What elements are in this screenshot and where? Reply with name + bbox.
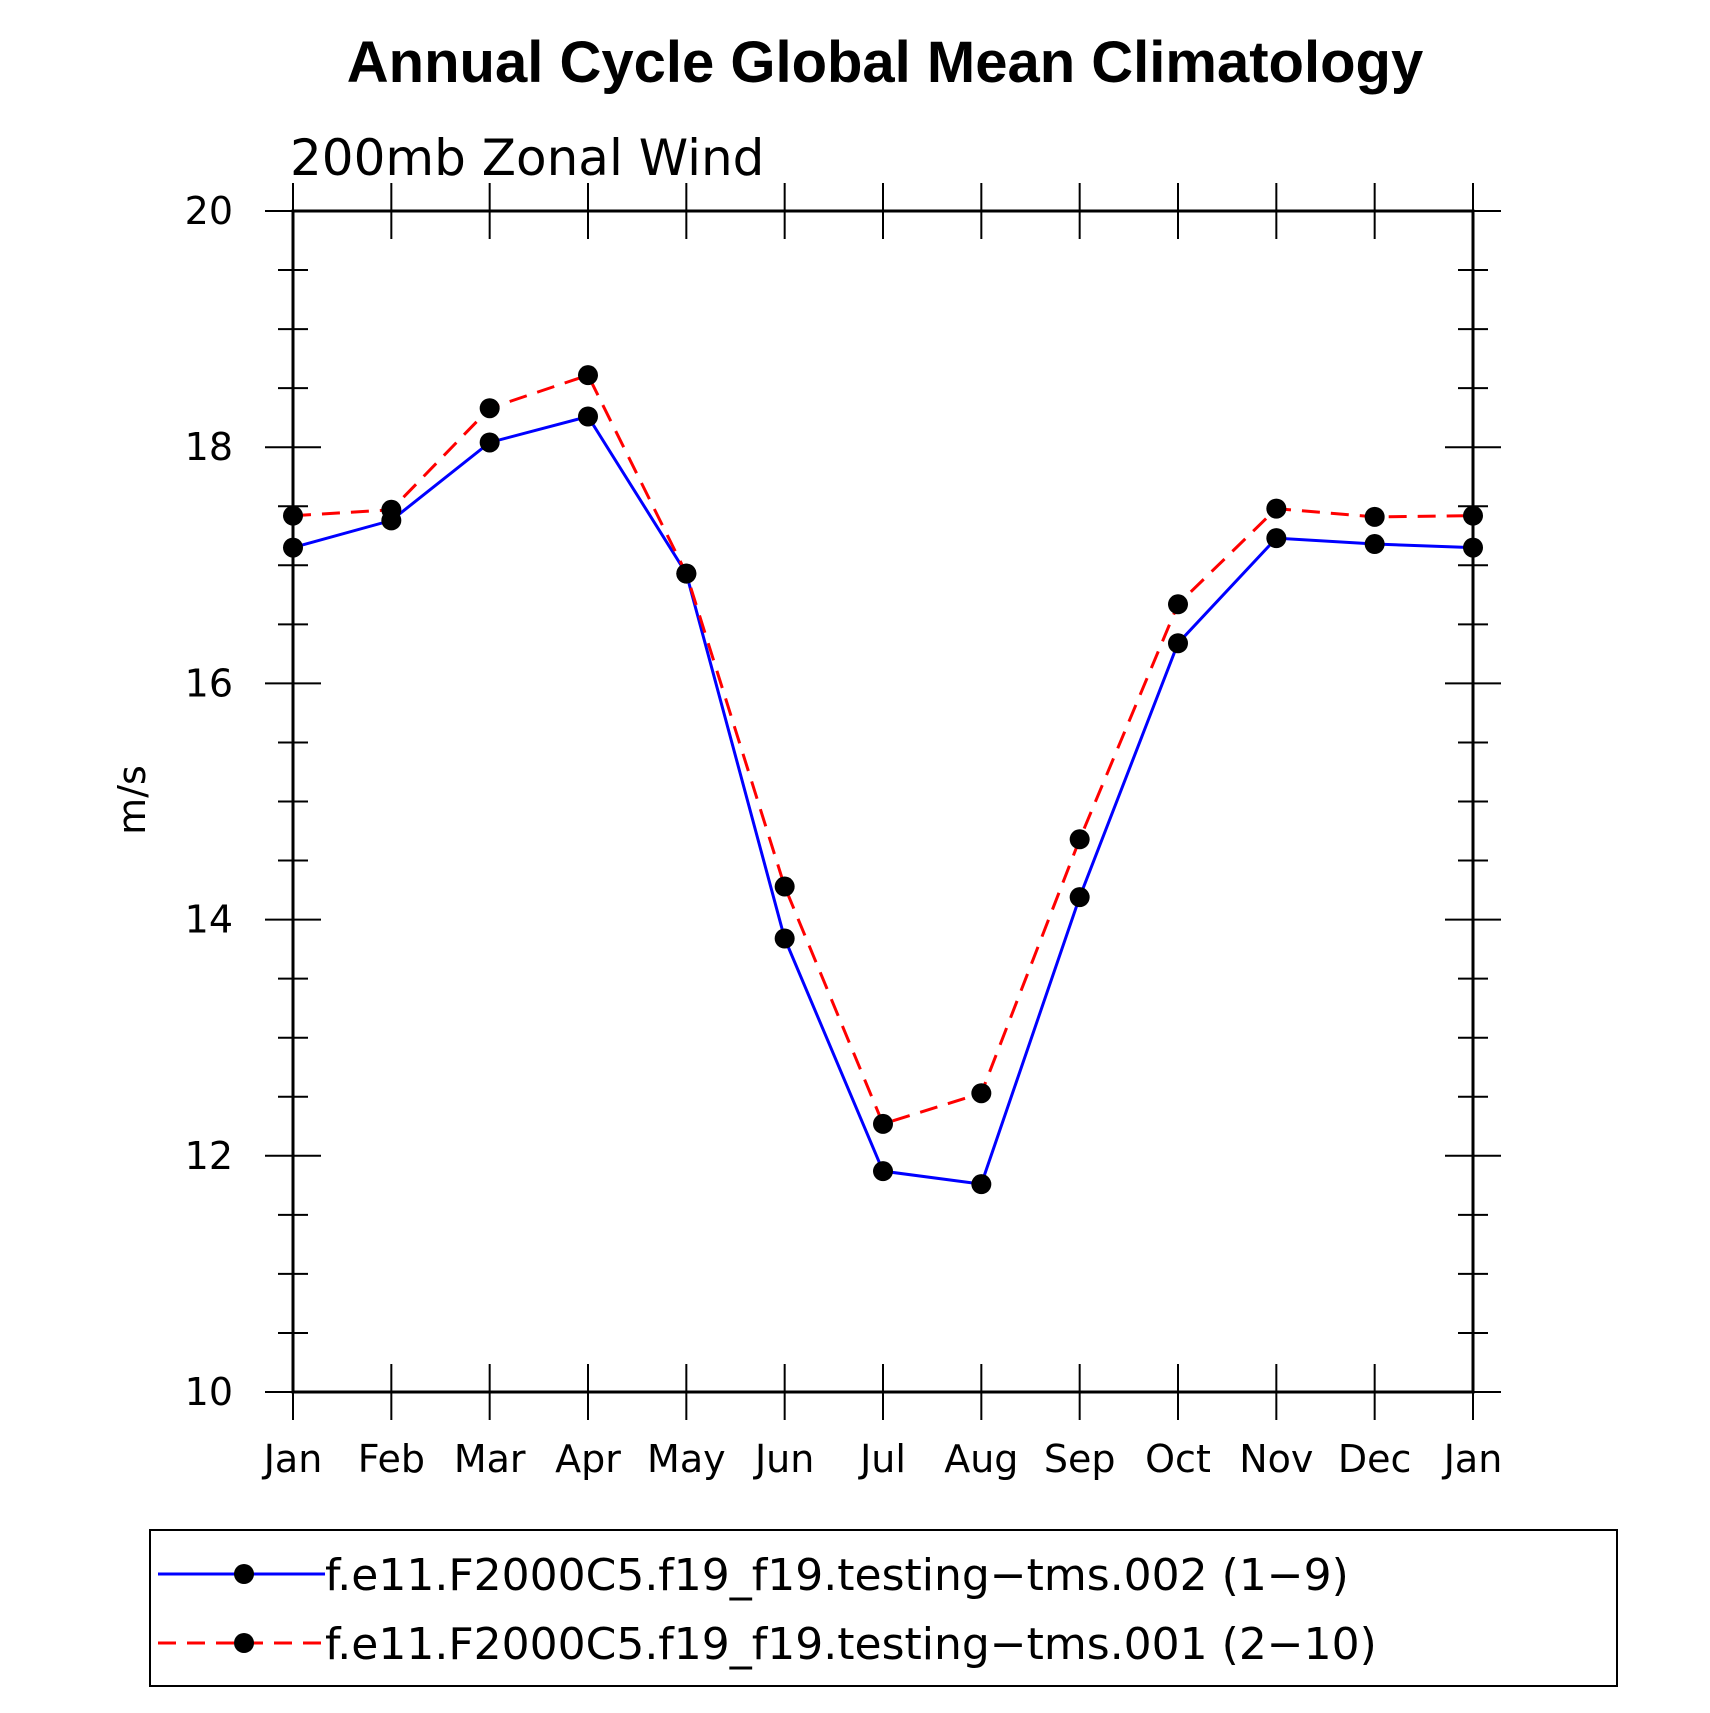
series-2-point <box>971 1083 992 1104</box>
y-tick-label: 20 <box>185 189 233 233</box>
legend-marker-series-1 <box>234 1564 254 1584</box>
series-2-point <box>381 499 402 520</box>
x-tick-label: Oct <box>1145 1437 1211 1481</box>
series-2-point <box>578 365 598 386</box>
series-1-point <box>479 432 500 453</box>
series-2-point <box>676 563 697 584</box>
y-tick-label: 14 <box>185 898 233 942</box>
series-1-point <box>1168 633 1188 654</box>
x-tick-label: May <box>647 1437 726 1481</box>
y-axis-label: m/s <box>110 765 154 835</box>
series-1-point <box>1266 528 1287 549</box>
x-tick-label: Apr <box>555 1437 621 1481</box>
legend-marker-series-2 <box>234 1633 254 1653</box>
series-1-point <box>774 928 795 949</box>
data-series <box>283 365 1483 1195</box>
series-1-point <box>971 1174 992 1195</box>
x-tick-label: Jan <box>1442 1437 1503 1481</box>
y-tick-label: 16 <box>185 661 233 705</box>
legend-label-series-1: f.e11.F2000C5.f19_f19.testing−tms.002 (1… <box>325 1550 1349 1601</box>
x-tick-label: Jul <box>858 1437 906 1481</box>
x-tick-label: Aug <box>944 1437 1018 1481</box>
x-tick-label: Mar <box>454 1437 526 1481</box>
series-2-point <box>1266 498 1287 519</box>
chart-subtitle: 200mb Zonal Wind <box>290 129 764 187</box>
series-2-point <box>873 1113 893 1134</box>
plot-frame <box>291 209 1475 1394</box>
x-tick-label: Feb <box>358 1437 425 1481</box>
legend-label-series-2: f.e11.F2000C5.f19_f19.testing−tms.001 (2… <box>325 1619 1377 1670</box>
series-line-2 <box>292 373 1474 1126</box>
x-tick-label: Jan <box>262 1437 323 1481</box>
x-tick-label: Nov <box>1239 1437 1313 1481</box>
series-2-point <box>1364 506 1385 527</box>
series-1-point <box>873 1161 893 1182</box>
y-tick-label: 18 <box>185 425 233 469</box>
x-tick-label: Jun <box>753 1437 814 1481</box>
series-1-point <box>1364 534 1385 555</box>
legend: f.e11.F2000C5.f19_f19.testing−tms.002 (1… <box>149 1529 1618 1687</box>
series-1-point <box>578 406 598 427</box>
x-tick-label: Sep <box>1044 1437 1116 1481</box>
legend-box <box>149 1529 1618 1687</box>
series-2-point <box>774 876 795 897</box>
y-tick-label: 12 <box>185 1134 233 1178</box>
series-2-point <box>479 398 500 419</box>
series-line-1 <box>292 414 1474 1186</box>
series-2-point <box>1168 594 1188 615</box>
chart-title: Annual Cycle Global Mean Climatology <box>347 30 1423 95</box>
series-1-point <box>1069 887 1090 908</box>
series-2-point <box>1069 829 1090 850</box>
x-tick-label: Dec <box>1338 1437 1412 1481</box>
axis-ticks: 10 12 14 16 18 20 Jan Feb Mar Apr May Jun Jul Aug Sep O… <box>185 183 1503 1481</box>
y-tick-label: 10 <box>185 1370 233 1414</box>
